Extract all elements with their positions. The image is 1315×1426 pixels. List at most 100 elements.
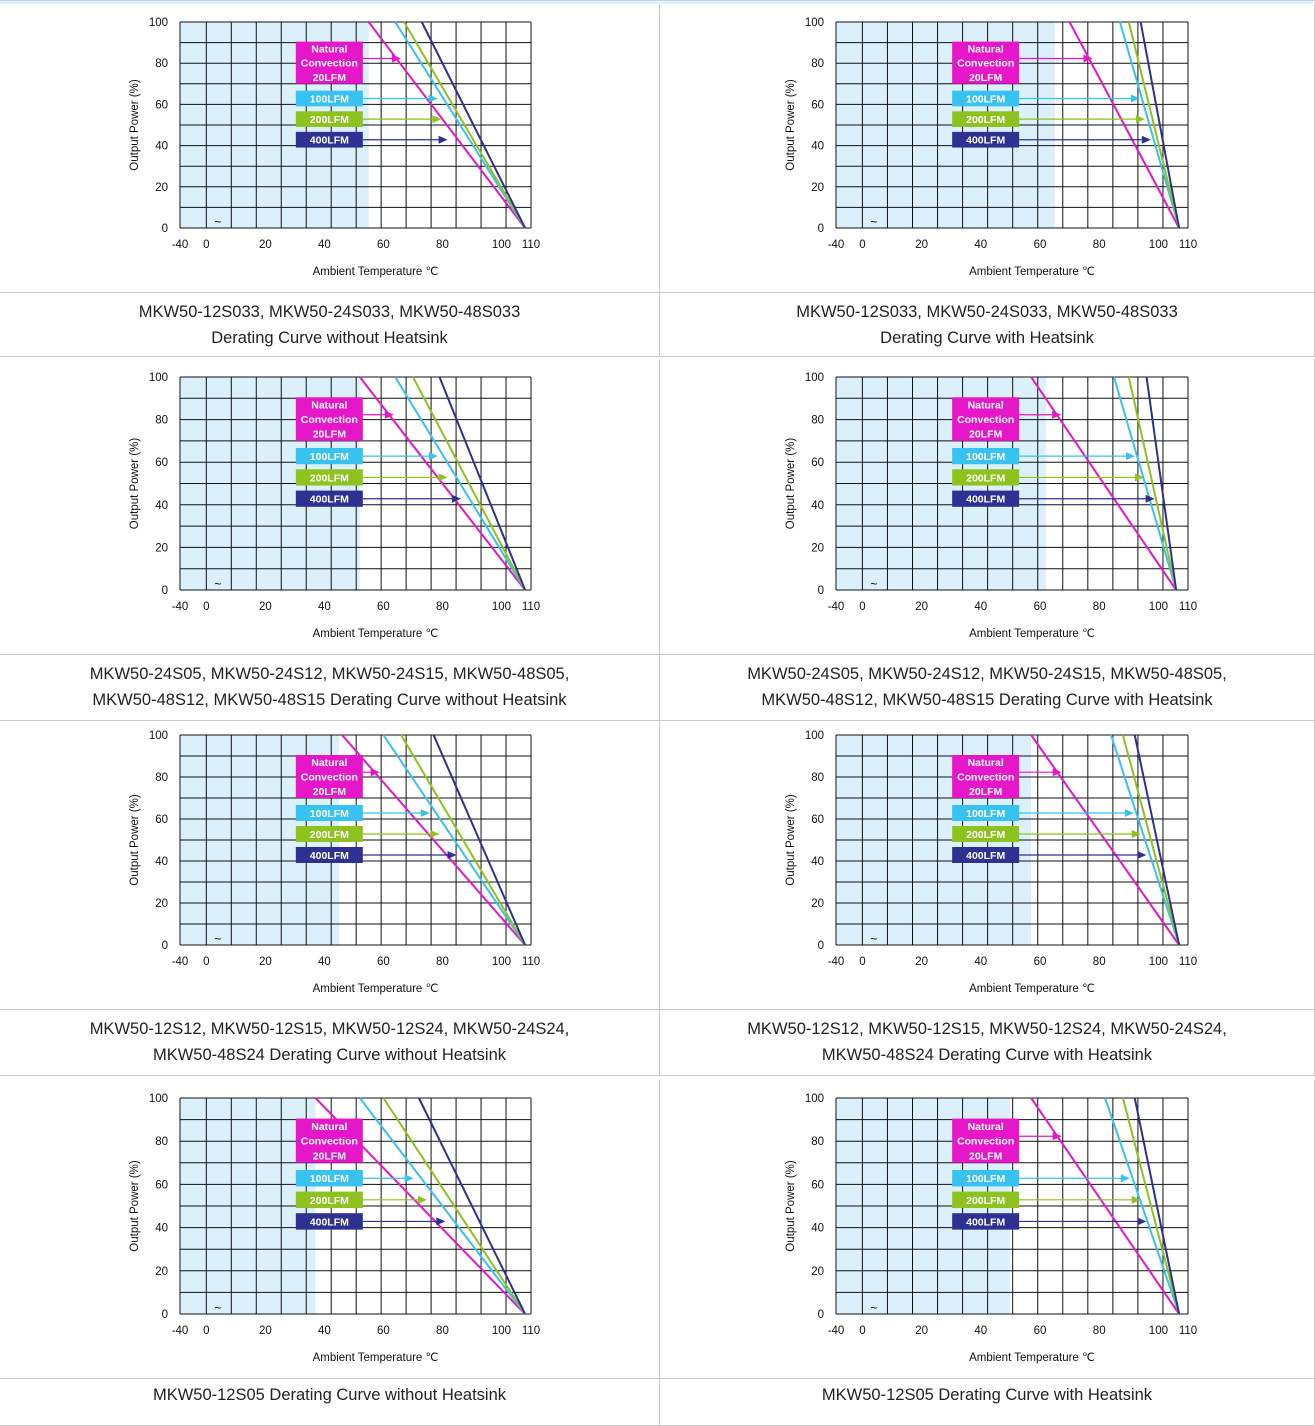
caption-line: MKW50-24S05, MKW50-24S12, MKW50-24S15, M…: [89, 665, 570, 683]
series-line-lfm200: [403, 21, 526, 229]
series-line-lfm200: [382, 1097, 526, 1315]
legend-label: 20LFM: [313, 72, 347, 84]
x-tick-label: 20: [259, 239, 272, 251]
y-tick-label: 40: [811, 500, 824, 512]
series-line-lfm100: [1104, 1097, 1181, 1315]
legend-label: 100LFM: [310, 808, 349, 820]
legend-arrow-natural: [1019, 410, 1062, 419]
chart-svg: ~ -40 0 20 40 60 80 100 110 0 20 40 60 80 100 Ambient T…: [129, 1093, 540, 1364]
legend-label: 400LFM: [310, 135, 349, 147]
axis-break-mark: ~: [870, 1301, 877, 1315]
x-axis-label: Ambient Temperature ℃: [313, 628, 439, 640]
legend-label: 20LFM: [313, 786, 347, 798]
legend-lfm400: 400LFM: [952, 847, 1020, 863]
legend-label: 100LFM: [966, 808, 1005, 820]
chart-caption-5: MKW50-12S12, MKW50-12S15, MKW50-12S24, M…: [0, 1010, 660, 1076]
legend-arrow-lfm200: [1019, 830, 1141, 838]
x-tick-label: 100: [492, 1325, 511, 1337]
chart-svg: ~ -40 0 20 40 60 80 100 110 0 20 40 60 80 100 Ambient T…: [785, 1093, 1197, 1364]
x-tick-label: 40: [974, 1325, 987, 1337]
legend-label: Natural: [968, 44, 1004, 56]
x-tick-label: 40: [318, 956, 331, 968]
caption-line: MKW50-48S12, MKW50-48S15 Derating Curve …: [92, 691, 567, 709]
legend-arrow-lfm100: [362, 94, 438, 103]
y-tick-label: 100: [149, 372, 168, 384]
x-tick-label: 20: [259, 956, 272, 968]
legend-arrow-lfm400: [362, 1217, 446, 1226]
legend-lfm400: 400LFM: [952, 1213, 1020, 1230]
x-tick-label: 80: [1093, 239, 1106, 251]
series-line-lfm400: [417, 1097, 526, 1315]
caption-line: MKW50-12S05 Derating Curve without Heats…: [152, 1386, 507, 1404]
series-line-lfm200: [412, 376, 526, 591]
legend-arrow-lfm100: [1019, 1174, 1130, 1183]
y-tick-label: 80: [155, 1136, 168, 1148]
legend-label: 400LFM: [966, 850, 1005, 862]
legend-natural: Natural Convection 20LFM: [952, 755, 1020, 798]
legend-arrow-lfm100: [362, 809, 430, 817]
caption-line: MKW50-48S12, MKW50-48S15 Derating Curve …: [761, 691, 1213, 709]
x-tick-label: 0: [203, 239, 209, 251]
legend-natural: Natural Convection 20LFM: [295, 41, 363, 84]
legend-arrow-lfm400: [362, 851, 457, 859]
axis-break-mark: ~: [214, 1301, 221, 1315]
legend-lfm400: 400LFM: [295, 131, 363, 148]
x-axis-label: Ambient Temperature ℃: [969, 628, 1095, 640]
caption-line: Derating Curve with Heatsink: [880, 329, 1094, 347]
legend-label: Convection: [301, 772, 358, 784]
x-axis-label: Ambient Temperature ℃: [969, 266, 1095, 278]
legend-label: 100LFM: [310, 451, 349, 463]
series-line-lfm100: [1118, 21, 1181, 229]
y-tick-label: 0: [162, 1309, 168, 1321]
chart-caption-2: MKW50-12S033, MKW50-24S033, MKW50-48S033…: [660, 293, 1315, 357]
derating-chart-6: ~ -40 0 20 40 60 80 100 110 0 20 40 60 80 100 Ambient T…: [660, 717, 1315, 1010]
caption-line: MKW50-12S033, MKW50-24S033, MKW50-48S033: [138, 303, 521, 321]
legend-arrow-natural: [362, 768, 380, 777]
x-tick-label: 80: [1093, 956, 1106, 968]
y-tick-label: 20: [155, 1266, 168, 1278]
legend-label: 20LFM: [969, 786, 1003, 798]
caption-line: MKW50-48S24 Derating Curve without Heats…: [152, 1046, 507, 1064]
legend-label: Convection: [957, 1136, 1014, 1148]
legend-lfm400: 400LFM: [295, 490, 363, 507]
y-tick-label: 80: [155, 772, 168, 784]
legend-lfm100: 100LFM: [952, 805, 1020, 821]
legend-natural: Natural Convection 20LFM: [295, 397, 363, 441]
y-tick-label: 80: [811, 1136, 824, 1148]
y-tick-label: 0: [162, 940, 168, 952]
legend-arrow-lfm200: [362, 1195, 427, 1204]
chart-caption-8: MKW50-12S05 Derating Curve with Heatsink: [660, 1379, 1315, 1426]
series-line-lfm400: [1145, 376, 1178, 591]
y-tick-label: 80: [155, 58, 168, 70]
x-tick-label: -40: [172, 956, 189, 968]
legend-label: 100LFM: [966, 451, 1005, 463]
legend-lfm400: 400LFM: [295, 847, 363, 863]
legend-arrow-lfm100: [1019, 809, 1134, 817]
x-tick-label: 0: [859, 601, 865, 613]
x-tick-label: 40: [318, 601, 331, 613]
legend-label: Natural: [968, 757, 1004, 769]
legend-label: 20LFM: [313, 429, 347, 441]
legend-lfm200: 200LFM: [295, 111, 363, 127]
y-tick-label: 0: [162, 223, 168, 235]
caption-line: MKW50-48S24 Derating Curve with Heatsink: [821, 1046, 1153, 1064]
series-line-lfm100: [1110, 734, 1181, 946]
x-tick-label: 100: [1149, 239, 1168, 251]
legend-arrow-lfm400: [1019, 1217, 1147, 1226]
y-tick-label: 80: [811, 772, 824, 784]
x-tick-label: 100: [1149, 601, 1168, 613]
legend-arrow-natural: [362, 54, 401, 63]
legend-label: 20LFM: [969, 72, 1003, 84]
legend-label: Natural: [311, 44, 347, 56]
chart-caption-6: MKW50-12S12, MKW50-12S15, MKW50-12S24, M…: [660, 1010, 1315, 1076]
x-tick-label: -40: [828, 239, 845, 251]
legend-arrow-natural: [362, 410, 394, 419]
chart-caption-4: MKW50-24S05, MKW50-24S12, MKW50-24S15, M…: [660, 655, 1315, 721]
legend-arrow-lfm200: [362, 115, 442, 124]
x-tick-label: 0: [203, 601, 209, 613]
series-line-lfm200: [400, 734, 526, 946]
series-line-lfm400: [432, 734, 527, 946]
y-tick-label: 80: [155, 415, 168, 427]
chart-svg: ~ -40 0 20 40 60 80 100 110 0 20 40 60 80 100 Ambient T…: [129, 17, 540, 278]
x-axis-label: Ambient Temperature ℃: [313, 983, 439, 995]
